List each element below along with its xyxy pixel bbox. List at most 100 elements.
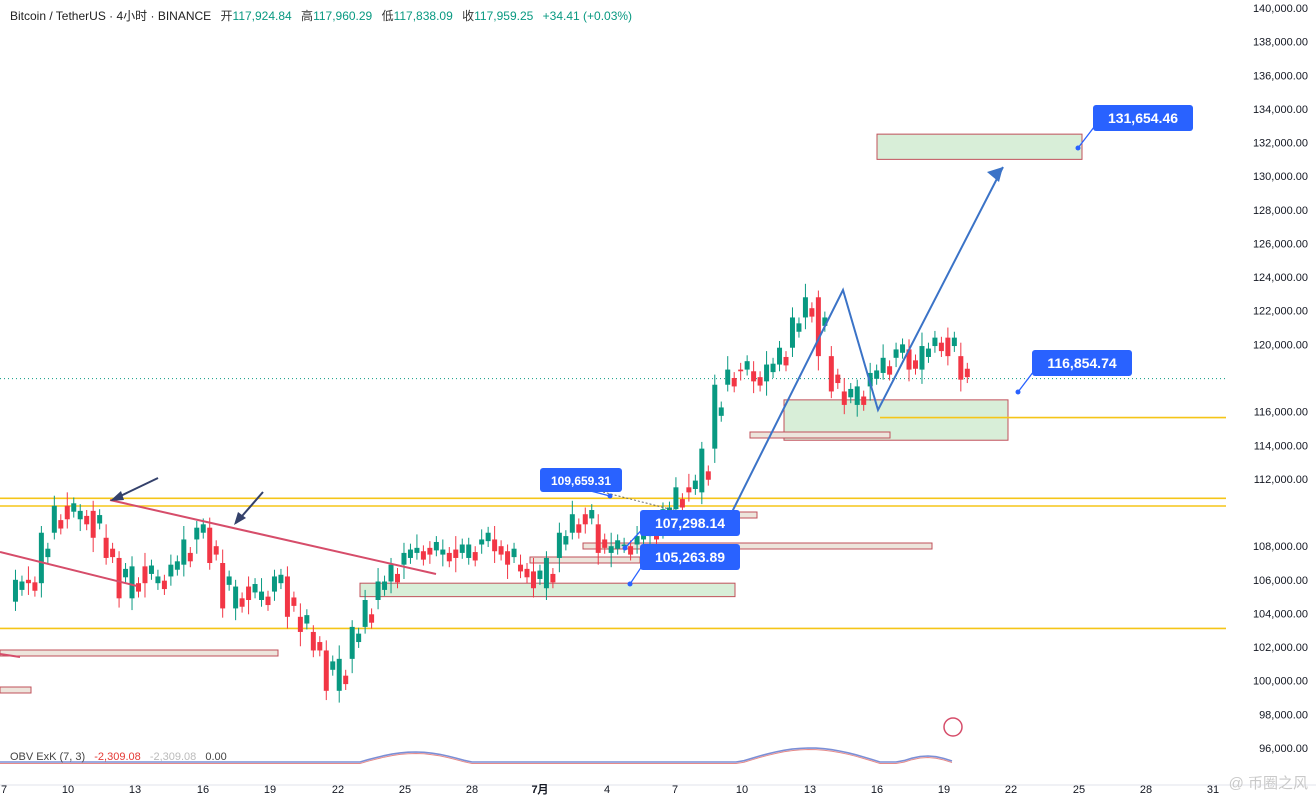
candle-body bbox=[284, 576, 290, 617]
candle-body bbox=[789, 317, 795, 348]
callout-box bbox=[640, 510, 740, 536]
x-tick-label: 25 bbox=[399, 784, 411, 796]
change-value: +34.41 (+0.03%) bbox=[542, 9, 633, 23]
projection-arrowhead bbox=[987, 167, 1003, 182]
y-tick-label: 108,000.00 bbox=[1253, 541, 1308, 553]
callout-label: 105,263.89 bbox=[655, 549, 725, 565]
candle-body bbox=[375, 581, 381, 600]
x-tick-label: 16 bbox=[197, 784, 209, 796]
candle-body bbox=[608, 546, 614, 553]
high-value: 117,960.29 bbox=[313, 9, 373, 23]
y-tick-label: 130,000.00 bbox=[1253, 171, 1308, 183]
y-tick-label: 120,000.00 bbox=[1253, 339, 1308, 351]
callout-box bbox=[540, 468, 622, 492]
candle-body bbox=[297, 616, 303, 632]
measure-line bbox=[602, 491, 686, 514]
close-label: 收 bbox=[462, 9, 475, 23]
price-axis-bg bbox=[1228, 0, 1316, 801]
callout-box bbox=[1032, 350, 1132, 376]
replay-icon[interactable] bbox=[943, 717, 963, 737]
candle-body bbox=[129, 566, 135, 599]
candle-body bbox=[673, 487, 679, 510]
order-block bbox=[0, 649, 279, 657]
callout-anchor bbox=[622, 545, 628, 551]
candle-body bbox=[414, 547, 420, 553]
descending-trendline bbox=[109, 499, 437, 575]
x-tick-label: 10 bbox=[62, 784, 74, 796]
obv-value-1: -2,309.08 bbox=[94, 751, 141, 763]
candle-body bbox=[77, 510, 83, 520]
candle-body bbox=[116, 557, 122, 599]
x-tick-label: 28 bbox=[466, 784, 478, 796]
candle-body bbox=[207, 527, 213, 563]
x-tick-label: 19 bbox=[938, 784, 950, 796]
x-tick-label: 13 bbox=[129, 784, 141, 796]
candle-body bbox=[220, 563, 226, 609]
candle-body bbox=[634, 536, 640, 545]
callout-box bbox=[640, 544, 740, 570]
y-tick-label: 126,000.00 bbox=[1253, 238, 1308, 250]
y-tick-label: 112,000.00 bbox=[1254, 474, 1308, 486]
obv-name: OBV ExK (7, 3) bbox=[10, 751, 86, 763]
candle-body bbox=[505, 551, 511, 565]
callout-label: 131,654.46 bbox=[1108, 110, 1178, 126]
callout-label: 109,659.31 bbox=[551, 474, 611, 488]
candle-body bbox=[738, 369, 744, 372]
y-tick-label: 104,000.00 bbox=[1253, 608, 1308, 620]
candle-body bbox=[725, 369, 731, 385]
descending-trendline bbox=[0, 653, 21, 658]
high-label: 高 bbox=[301, 9, 314, 23]
candle-body bbox=[919, 346, 925, 370]
y-tick-label: 136,000.00 bbox=[1253, 70, 1308, 82]
candle-body bbox=[401, 552, 407, 565]
candle-body bbox=[388, 564, 394, 582]
candle-body bbox=[958, 356, 964, 380]
callout-anchor bbox=[1015, 389, 1021, 395]
x-tick-label: 31 bbox=[1207, 784, 1219, 796]
y-tick-label: 100,000.00 bbox=[1253, 676, 1308, 688]
candle-body bbox=[699, 448, 705, 493]
obv-line bbox=[0, 747, 953, 763]
arrow-head bbox=[234, 512, 246, 525]
y-tick-label: 124,000.00 bbox=[1253, 272, 1308, 284]
candle-body bbox=[466, 544, 472, 558]
candle-body bbox=[828, 356, 834, 392]
candle-body bbox=[336, 658, 342, 691]
x-tick-label: 22 bbox=[332, 784, 344, 796]
x-tick-label: 4 bbox=[604, 784, 610, 796]
symbol-title: Bitcoin / TetherUS · 4小时 · BINANCE bbox=[10, 9, 212, 23]
candle-body bbox=[64, 505, 70, 520]
obv-value-3: 0.00 bbox=[205, 751, 227, 763]
candle-body bbox=[595, 524, 601, 553]
candle-body bbox=[259, 591, 265, 600]
candle-body bbox=[246, 586, 252, 600]
candle-body bbox=[51, 505, 57, 533]
y-tick-label: 114,000.00 bbox=[1254, 440, 1308, 452]
candle-body bbox=[440, 549, 446, 555]
watermark: @ 币圈之风 bbox=[1228, 775, 1308, 792]
callout-anchor bbox=[627, 581, 633, 587]
y-tick-label: 116,000.00 bbox=[1254, 407, 1308, 419]
candle-body bbox=[751, 371, 757, 382]
callout-label: 116,854.74 bbox=[1047, 355, 1117, 371]
candle-body bbox=[686, 487, 692, 493]
y-tick-label: 96,000.00 bbox=[1259, 743, 1308, 755]
candle-body bbox=[906, 349, 912, 370]
x-tick-label: 22 bbox=[1005, 784, 1017, 796]
y-tick-label: 98,000.00 bbox=[1259, 709, 1308, 721]
x-tick-label: 13 bbox=[804, 784, 816, 796]
y-tick-label: 140,000.00 bbox=[1253, 3, 1308, 15]
candle-body bbox=[323, 650, 329, 691]
x-tick-label: 19 bbox=[264, 784, 276, 796]
descending-trendline bbox=[0, 551, 138, 587]
candle-body bbox=[777, 347, 783, 365]
candle-body bbox=[90, 510, 96, 538]
obv-indicator-legend[interactable]: OBV ExK (7, 3) -2,309.08 -2,309.08 0.00 bbox=[10, 751, 227, 763]
candle-body bbox=[802, 297, 808, 318]
candle-body bbox=[103, 537, 109, 558]
x-tick-label: 28 bbox=[1140, 784, 1152, 796]
candle-body bbox=[543, 557, 549, 589]
candle-body bbox=[764, 364, 770, 382]
